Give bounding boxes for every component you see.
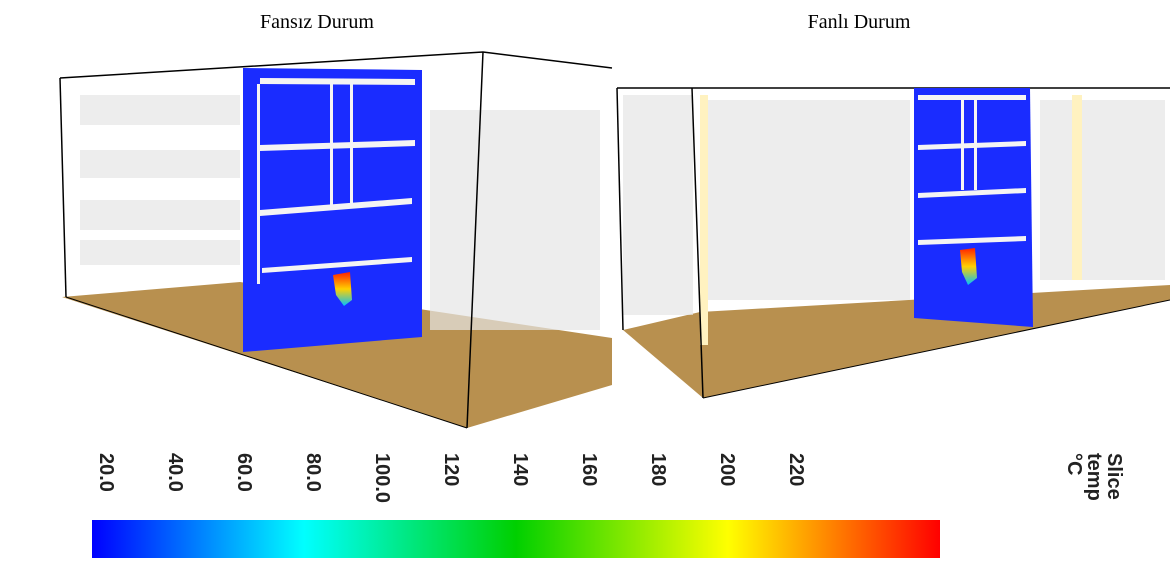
colorbar-label: 200 <box>716 453 738 486</box>
colorbar-label: 180 <box>647 453 669 486</box>
panel-title: Fanlı Durum <box>808 11 911 33</box>
colorbar-ticks: 20.0 40.0 60.0 80.0 100.0 120 140 160 180 200 220 S… <box>95 453 1125 503</box>
panel-title: Fansız Durum <box>260 11 374 33</box>
colorbar-label: 120 <box>440 453 462 486</box>
right-render <box>616 87 1170 399</box>
left-render <box>59 51 613 429</box>
colorbar-label: °C <box>1063 453 1085 475</box>
colorbar-label: 60.0 <box>233 453 255 492</box>
colorbar-label: 140 <box>509 453 531 486</box>
colorbar-label: 100.0 <box>371 453 393 503</box>
colorbar-label: 40.0 <box>164 453 186 492</box>
colorbar-label: 80.0 <box>302 453 324 492</box>
colorbar-label: Slice <box>1103 453 1125 500</box>
colorbar-label: 20.0 <box>95 453 117 492</box>
colorbar <box>92 520 940 558</box>
colorbar-label: temp <box>1083 453 1105 501</box>
colorbar-label: 220 <box>785 453 807 486</box>
colorbar-label: 160 <box>578 453 600 486</box>
